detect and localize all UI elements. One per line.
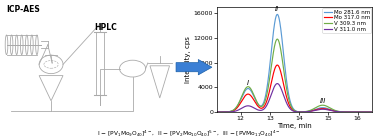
V 309.3 nm [291,108,295,110]
Line: Mo 317.0 nm: Mo 317.0 nm [212,65,378,112]
Polygon shape [176,60,212,75]
Mo 317.0 nm [223,111,227,113]
Mo 317.0 nm [284,94,288,96]
Line: V 309.3 nm: V 309.3 nm [212,39,378,112]
V 309.3 nm [209,111,214,113]
Text: ICP-AES: ICP-AES [6,5,40,14]
V 309.3 nm [223,111,227,113]
Y-axis label: Intensity, cps: Intensity, cps [185,36,191,83]
Mo 281.6 nm [209,111,214,113]
V 309.3 nm [284,85,288,87]
Line: Mo 281.6 nm: Mo 281.6 nm [212,14,378,112]
Text: III: III [319,98,326,104]
V 311.0 nm [291,110,295,112]
V 311.0 nm [275,83,280,84]
Mo 317.0 nm [287,105,292,107]
Text: II: II [275,6,279,12]
Mo 281.6 nm [284,76,288,78]
Mo 281.6 nm [230,110,234,112]
Bar [96,32,104,95]
V 309.3 nm [287,102,292,103]
X-axis label: Time, min: Time, min [277,122,312,129]
Text: I $-$ [PV$_1$Mo$_9$O$_{40}$]$^{4-}$,  II $-$ [PV$_2$Mo$_{10}$O$_{40}$]$^{5-}$,  : I $-$ [PV$_1$Mo$_9$O$_{40}$]$^{4-}$, II … [97,129,281,139]
V 311.0 nm [309,110,314,112]
V 309.3 nm [309,109,314,111]
Mo 317.0 nm [275,64,280,66]
Mo 281.6 nm [287,98,292,100]
Mo 317.0 nm [309,110,314,112]
Text: HPLC: HPLC [94,24,117,32]
Text: I: I [247,80,249,86]
Mo 317.0 nm [230,110,234,112]
Legend: Mo 281.6 nm, Mo 317.0 nm, V 309.3 nm, V 311.0 nm: Mo 281.6 nm, Mo 317.0 nm, V 309.3 nm, V … [322,8,371,33]
V 311.0 nm [284,101,288,103]
Mo 281.6 nm [291,107,295,109]
Mo 281.6 nm [309,110,314,111]
V 311.0 nm [287,108,292,109]
V 311.0 nm [209,111,214,113]
V 311.0 nm [223,111,227,113]
Mo 281.6 nm [223,111,227,113]
V 309.3 nm [275,38,280,40]
V 309.3 nm [230,110,234,112]
Mo 317.0 nm [291,109,295,111]
V 311.0 nm [230,111,234,113]
Line: V 311.0 nm: V 311.0 nm [212,84,378,112]
Mo 317.0 nm [209,111,214,113]
Mo 281.6 nm [275,14,280,15]
